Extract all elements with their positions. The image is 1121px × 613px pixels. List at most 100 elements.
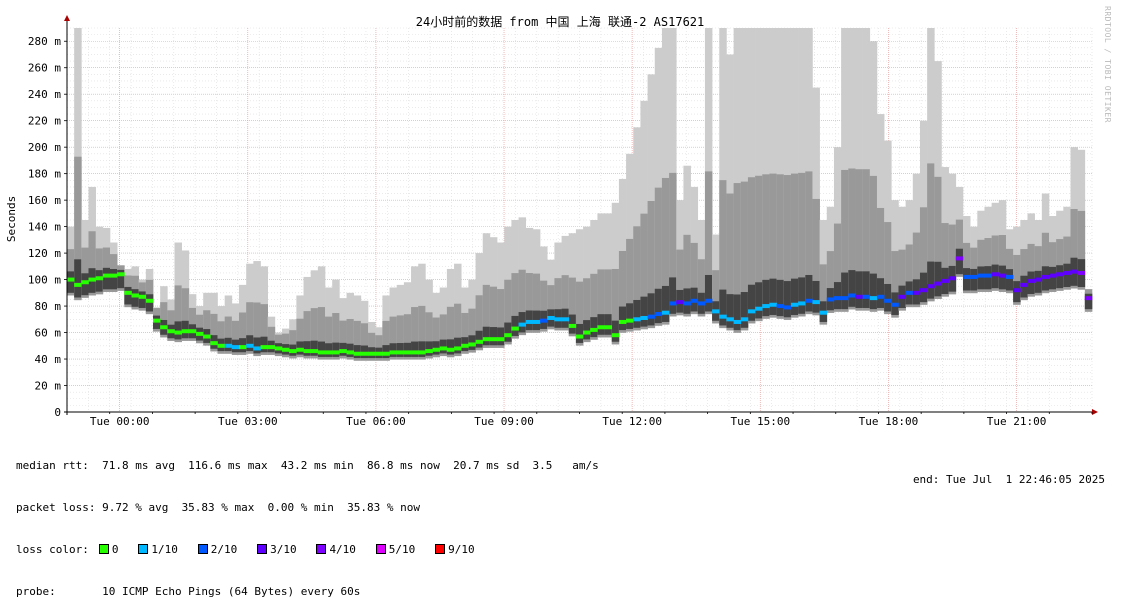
loss-color-label-item: 2/10 (210, 543, 258, 556)
smoke-bar-dark (1063, 263, 1071, 288)
smoke-bar-mid (755, 175, 763, 322)
smoke-bar-dark (955, 248, 964, 275)
smoke-bar-mid (332, 313, 340, 360)
smoke-bar-dark (67, 271, 75, 293)
x-tick-label: Tue 12:00 (602, 415, 662, 428)
median-segment (67, 277, 75, 282)
median-segment (568, 323, 577, 328)
median-segment (862, 294, 871, 299)
smoke-bar-mid (747, 177, 756, 324)
smoke-bar-dark (303, 341, 312, 356)
smoke-bar-mid (855, 169, 863, 311)
smoke-bar-dark (597, 314, 605, 335)
median-segment (740, 317, 749, 322)
median-segment (274, 346, 283, 351)
smoke-bar-dark (633, 299, 641, 328)
median-segment (160, 325, 168, 330)
smoke-bar-mid (891, 251, 899, 318)
smoke-bar-dark (325, 343, 333, 357)
median-segment (1077, 270, 1086, 275)
median-segment (626, 318, 634, 323)
smoke-bar-dark (489, 327, 498, 346)
smoke-bar-mid (518, 269, 527, 336)
median-segment (475, 339, 484, 344)
legend-packet-loss: packet loss: 9.72 % avg 35.83 % max 0.00… (16, 501, 420, 514)
median-segment (81, 280, 89, 285)
smoke-bar-mid (927, 163, 935, 302)
smoke-bar-mid (597, 269, 605, 338)
smoke-bar-dark (855, 271, 863, 308)
smoke-bar-dark (518, 312, 527, 333)
smoke-bar-mid (611, 268, 620, 345)
median-segment (547, 315, 555, 320)
smoke-bar-dark (418, 341, 426, 357)
median-segment (1063, 270, 1071, 275)
smoke-bar-dark (776, 279, 785, 317)
median-segment (955, 256, 964, 261)
median-segment (267, 345, 276, 350)
median-segment (411, 350, 419, 355)
y-tick-label: 40 m (35, 353, 62, 366)
y-axis-label: Seconds (5, 196, 18, 242)
median-segment (690, 298, 699, 303)
loss-color-swatch (375, 544, 386, 554)
smoke-bar-dark (482, 326, 491, 346)
median-segment (532, 319, 541, 324)
smoke-bar-mid (160, 302, 168, 338)
median-segment (418, 350, 426, 355)
smoke-bar-mid (239, 312, 247, 355)
smoke-bar-dark (389, 343, 398, 357)
median-segment (131, 293, 139, 298)
smoke-bar-mid (310, 308, 319, 359)
smoke-bar-dark (848, 270, 856, 307)
smoke-bar-dark (246, 335, 254, 352)
loss-color-label-item: 4/10 (329, 543, 376, 556)
smoke-bar-mid (984, 238, 992, 292)
smoke-bar-mid (339, 320, 347, 359)
smoke-bar-mid (805, 171, 813, 315)
median-segment (977, 273, 985, 278)
smoke-bar-mid (1020, 249, 1028, 301)
smoke-bar-mid (697, 259, 706, 317)
smoke-bar-dark (446, 339, 455, 355)
median-segment (174, 330, 182, 335)
y-tick-label: 260 m (28, 62, 61, 75)
smoke-bar-mid (898, 249, 906, 311)
median-segment (1020, 282, 1028, 287)
smoke-bar-mid (1027, 243, 1035, 297)
smoke-bar-dark (611, 320, 620, 342)
smoke-bar-dark (425, 341, 433, 356)
smoke-bar-mid (733, 183, 742, 333)
median-segment (640, 315, 648, 320)
median-segment (217, 343, 225, 348)
smoke-bar-dark (411, 341, 419, 357)
smoke-bar-mid (368, 332, 376, 361)
median-segment (561, 317, 570, 322)
median-segment (905, 290, 914, 295)
smoke-bar-light (661, 28, 670, 325)
smoke-bar-dark (95, 270, 104, 292)
smoke-bar-light (747, 28, 756, 324)
smoke-bar-dark (733, 294, 742, 331)
median-segment (618, 319, 627, 324)
smoke-bar-mid (669, 172, 677, 317)
smoke-bar-dark (783, 281, 792, 318)
median-segment (833, 296, 842, 301)
median-segment (998, 273, 1007, 278)
smoke-bar-mid (862, 169, 871, 311)
smoke-bar-mid (848, 168, 856, 310)
smoke-bar-light (798, 28, 806, 317)
median-segment (884, 298, 892, 303)
smoke-bar-mid (74, 156, 82, 301)
smoke-bar-light (755, 28, 763, 322)
median-segment (461, 343, 469, 348)
median-segment (604, 325, 613, 330)
median-segment (253, 346, 261, 351)
smoke-bar-mid (418, 305, 426, 360)
median-segment (654, 312, 663, 317)
smoke-bands (67, 28, 1093, 361)
smoke-bar-dark (396, 343, 405, 357)
median-segment (783, 305, 792, 310)
median-segment (403, 350, 412, 355)
smoke-bar-dark (876, 278, 885, 308)
